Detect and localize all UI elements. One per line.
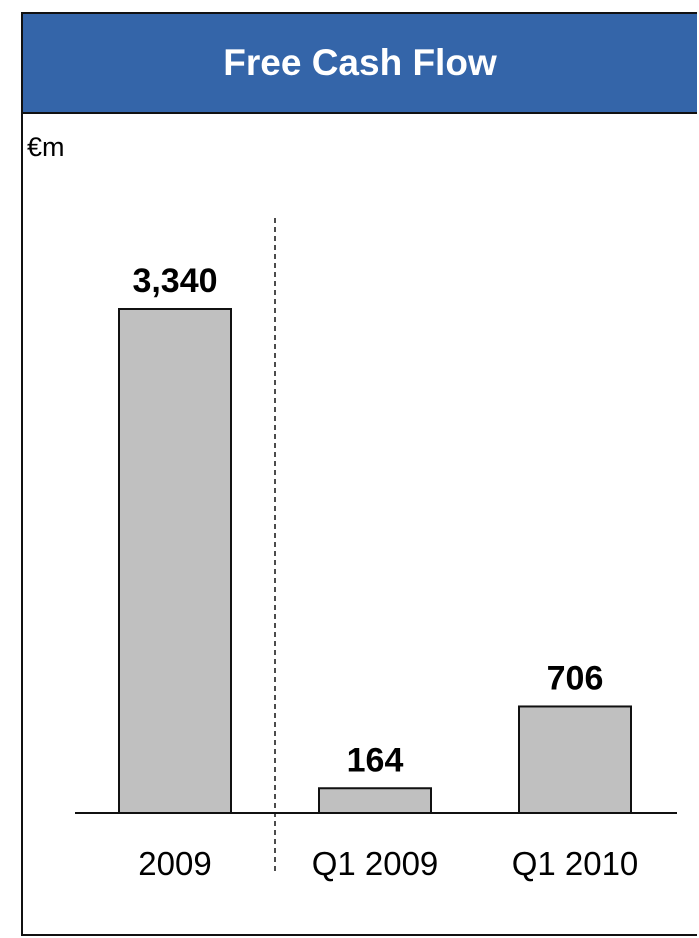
value-label-2: 706	[547, 659, 604, 697]
chart-title: Free Cash Flow	[223, 42, 497, 83]
bar-0	[118, 308, 232, 814]
value-label-1: 164	[347, 741, 404, 779]
unit-label: €m	[27, 132, 65, 162]
category-label-1: Q1 2009	[312, 845, 439, 882]
bar-1	[318, 787, 432, 814]
chart-header: Free Cash Flow	[23, 14, 697, 114]
category-label-0: 2009	[138, 845, 211, 882]
bar-2	[518, 705, 632, 815]
value-label-0: 3,340	[132, 262, 217, 300]
category-label-2: Q1 2010	[512, 845, 639, 882]
